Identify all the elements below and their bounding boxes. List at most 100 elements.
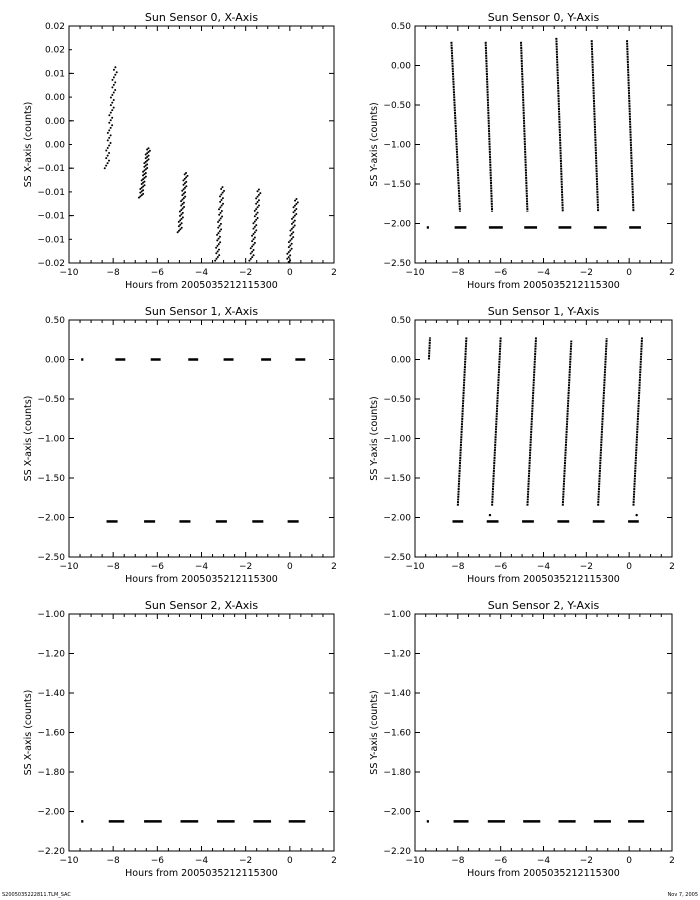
- data-ramp: [456, 337, 468, 506]
- y-tick-label: 0.50: [391, 316, 411, 326]
- y-tick-label: 0.00: [45, 93, 65, 103]
- data-point: [180, 226, 183, 229]
- data-point: [255, 202, 258, 205]
- data-point: [146, 163, 149, 166]
- data-point: [257, 199, 260, 202]
- data-point: [106, 154, 109, 157]
- y-tick-label: −1.00: [37, 610, 65, 620]
- data-point: [286, 252, 289, 255]
- data-point: [185, 171, 188, 174]
- y-tick-label: −0.50: [383, 101, 411, 111]
- data-point: [217, 237, 220, 240]
- data-point: [256, 190, 259, 193]
- data-point: [293, 214, 296, 217]
- data-point: [221, 215, 224, 218]
- x-tick-label: −8: [107, 562, 121, 572]
- data-point: [182, 201, 185, 204]
- data-point: [217, 232, 220, 235]
- data-point: [285, 264, 287, 266]
- data-point: [293, 219, 296, 222]
- data-point: [184, 191, 187, 194]
- data-point: [251, 234, 254, 237]
- data-point: [108, 129, 111, 132]
- x-tick-label: −10: [406, 268, 425, 278]
- data-point: [219, 211, 222, 214]
- data-point: [215, 252, 218, 255]
- data-point: [182, 188, 185, 191]
- data-point: [140, 190, 143, 193]
- data-ramp: [626, 40, 635, 212]
- y-tick-label: 0.01: [45, 69, 65, 79]
- data-point: [115, 71, 118, 74]
- data-point: [143, 184, 146, 187]
- data-point: [289, 254, 292, 257]
- data-point: [112, 76, 115, 79]
- data-ramp: [484, 41, 494, 212]
- data-point: [147, 158, 150, 161]
- data-point: [294, 199, 297, 202]
- x-tick-label: −8: [451, 562, 465, 572]
- x-axis-label: Hours from 2005035212115300: [467, 574, 620, 585]
- data-point: [111, 101, 114, 104]
- data-point: [252, 248, 255, 251]
- data-point: [182, 197, 185, 200]
- data-point: [109, 111, 112, 114]
- data-ramp: [561, 340, 573, 506]
- data-point: [105, 149, 108, 152]
- x-tick-label: −6: [151, 856, 165, 866]
- data-point: [185, 180, 188, 183]
- y-tick-label: −1.60: [383, 729, 411, 739]
- data-point: [111, 116, 114, 119]
- data-point: [218, 195, 221, 198]
- data-point: [287, 246, 290, 249]
- y-tick-label: −0.50: [37, 395, 65, 405]
- y-axis-label: SS X-axis (counts): [23, 690, 34, 776]
- data-point: [289, 259, 292, 262]
- data-point: [219, 206, 222, 209]
- data-point: [252, 227, 255, 230]
- x-tick-label: 2: [331, 562, 337, 572]
- data-point: [290, 247, 293, 250]
- data-point: [220, 228, 223, 231]
- data-point: [289, 249, 292, 252]
- x-tick-label: 0: [626, 856, 632, 866]
- chart-title: Sun Sensor 1, Y-Axis: [488, 305, 600, 318]
- x-tick-label: 0: [626, 268, 632, 278]
- data-point: [255, 229, 258, 232]
- data-point: [143, 165, 146, 168]
- data-point: [290, 232, 293, 235]
- data-point: [292, 226, 295, 229]
- data-point: [253, 220, 256, 223]
- data-point: [252, 232, 255, 235]
- x-axis-label: Hours from 2005035212115300: [125, 868, 278, 879]
- data-point: [219, 217, 222, 220]
- y-tick-label: 0.50: [45, 316, 65, 326]
- data-point: [219, 200, 222, 203]
- x-tick-label: −4: [537, 268, 551, 278]
- data-point: [287, 251, 290, 254]
- data-point: [292, 216, 295, 219]
- data-point: [215, 246, 218, 249]
- data-point: [251, 256, 254, 259]
- data-point: [184, 195, 187, 198]
- data-point: [223, 189, 226, 192]
- data-point: [147, 147, 150, 150]
- y-tick-label: −1.20: [37, 650, 65, 660]
- chart-title: Sun Sensor 2, X-Axis: [145, 599, 258, 612]
- data-point: [253, 209, 256, 212]
- y-tick-label: −2.00: [383, 808, 411, 818]
- data-point: [111, 94, 114, 97]
- x-tick-label: 0: [287, 562, 293, 572]
- x-tick-label: −10: [406, 856, 425, 866]
- data-point: [292, 211, 295, 214]
- data-point: [252, 222, 255, 225]
- data-point: [179, 223, 182, 226]
- data-ramp: [597, 338, 608, 506]
- y-tick-label: −2.50: [383, 259, 411, 269]
- x-tick-label: −6: [151, 562, 165, 572]
- y-tick-label: −1.00: [383, 141, 411, 151]
- x-tick-label: −6: [494, 562, 508, 572]
- data-point: [146, 148, 149, 151]
- x-axis-label: Hours from 2005035212115300: [467, 868, 620, 879]
